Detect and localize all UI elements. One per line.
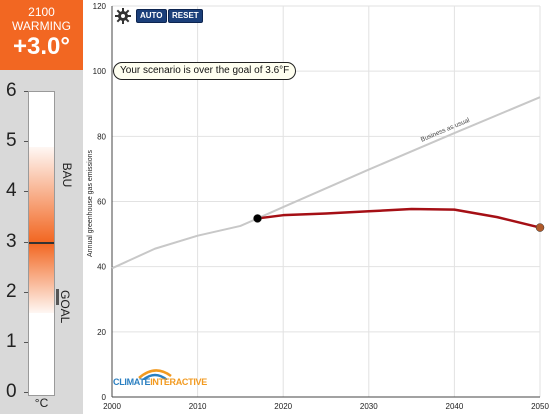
bau-series-line [111, 96, 541, 270]
thermometer-tick-mark [24, 191, 28, 193]
thermometer-tick-label: 3 [6, 230, 17, 252]
climate-interactive-logo[interactable]: CLIMATEINTERACTIVE [113, 368, 207, 390]
unit-label: °C [34, 396, 49, 410]
logo-word-climate: CLIMATE [113, 377, 151, 387]
y-tick-label: 0 [102, 393, 107, 402]
thermometer-tick-label: 2 [6, 280, 17, 302]
thermometer [28, 91, 59, 396]
thermometer-tick-label: 0 [6, 381, 17, 402]
y-axis-label: Annual greenhouse gas emissions [87, 149, 94, 257]
y-tick-label: 40 [97, 263, 106, 272]
warming-summary: 2100 WARMING +3.0° [0, 0, 83, 70]
y-tick-label: 80 [97, 132, 106, 141]
bau-range-fill [29, 147, 54, 243]
current-level-marker [29, 241, 54, 244]
chart-labels: 2000 2010 2020 2030 2040 2050020406080100120A… [87, 2, 549, 411]
thermometer-tick-mark [24, 241, 28, 243]
thermometer-tick-label: 1 [6, 330, 17, 352]
thermometer-tick-label: 6 [6, 80, 17, 101]
gear-icon[interactable] [115, 8, 131, 24]
thermometer-tick-mark [24, 141, 28, 143]
y-tick-label: 60 [97, 198, 106, 207]
x-tick-label: 2030 [360, 402, 378, 411]
warming-year: 2100 [28, 5, 55, 19]
thermometer-tick-mark [24, 392, 28, 393]
x-tick-label: 2000 [103, 402, 121, 411]
goal-label: GOAL [58, 290, 72, 324]
emissions-chart: 2000 2010 2020 2030 2040 2050020406080100120A… [87, 2, 549, 411]
y-tick-label: 120 [93, 2, 107, 11]
thermometer-tick-label: 4 [6, 180, 17, 202]
current-year-point [253, 214, 262, 223]
scenario-series-line [257, 207, 541, 229]
warming-value: +3.0° [13, 33, 70, 60]
reset-button[interactable]: RESET [168, 9, 203, 23]
auto-button[interactable]: AUTO [136, 9, 167, 23]
x-tick-label: 2020 [274, 402, 292, 411]
end-year-point [535, 223, 545, 232]
thermometer-tick-mark [24, 291, 28, 293]
logo-arrows-icon [138, 369, 172, 380]
logo-word-interactive: INTERACTIVE [150, 377, 207, 387]
thermometer-tick-label: 5 [6, 130, 17, 152]
bau-label: BAU [60, 162, 74, 188]
y-tick-label: 100 [93, 67, 107, 76]
goal-range-fill [29, 242, 54, 313]
x-tick-label: 2050 [531, 402, 549, 411]
x-tick-label: 2040 [446, 402, 464, 411]
warming-sidebar: 2100 WARMING +3.0° 0 1 2 3 4 5 6 BAU GOAL °C [0, 0, 83, 414]
y-tick-label: 20 [97, 328, 106, 337]
scenario-callout: Your scenario is over the goal of 3.6°F [113, 62, 297, 80]
x-tick-label: 2010 [189, 402, 207, 411]
chart-series [111, 96, 545, 270]
thermometer-tick-mark [24, 341, 28, 343]
warming-label: WARMING [12, 19, 71, 33]
chart-axes [111, 6, 540, 398]
goal-handle[interactable] [56, 288, 59, 305]
thermometer-tick-mark [24, 91, 28, 92]
